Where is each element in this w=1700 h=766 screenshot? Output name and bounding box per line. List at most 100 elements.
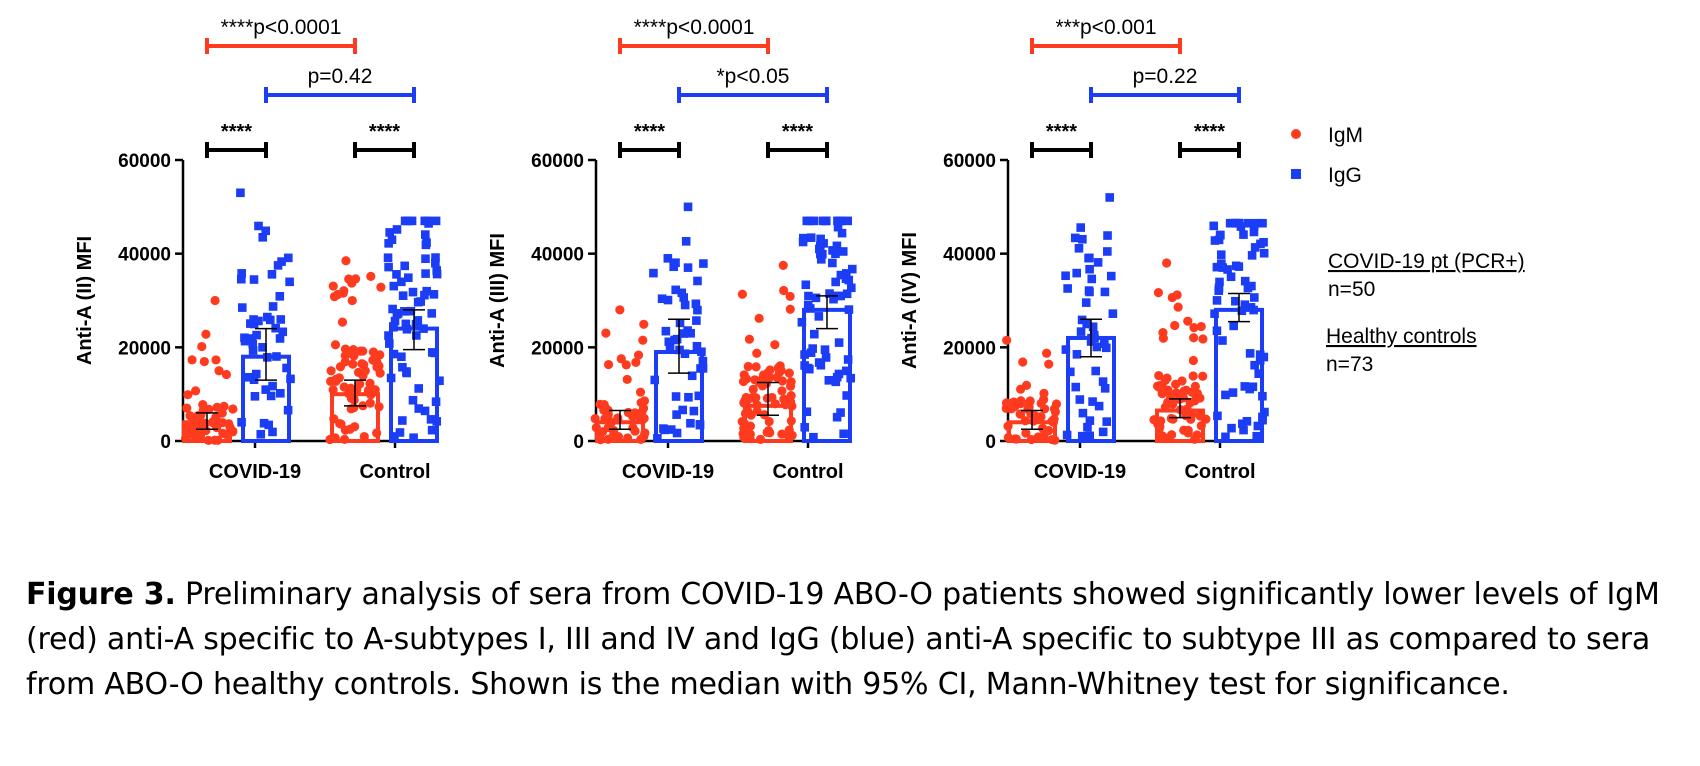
data-point-igm [350,422,360,432]
data-point-igg [1070,233,1080,243]
data-point-igg [1062,430,1072,440]
x-category-label: Control [359,461,430,483]
data-point-igg [400,307,409,316]
data-point-igm [194,432,204,442]
chart-legend: IgM IgG COVID-19 pt (PCR+) n=50 Healthy cont… [1291,124,1525,376]
data-point-igm [622,433,633,443]
data-point-igg [842,289,852,299]
data-point-igm [337,317,348,327]
data-point-igm [326,366,336,376]
data-point-igg [401,319,411,329]
data-point-igg [383,253,393,262]
data-point-igg [844,305,854,314]
data-point-igm [622,374,632,385]
data-point-igg [828,246,837,255]
chart-panel-2: 0 20000 40000 60000 COVID-19 Control Anti-A (I… [487,16,857,483]
data-point-igg [1216,250,1226,259]
data-point-igm [341,256,351,266]
data-point-igg [386,373,396,383]
data-point-igm [591,423,601,433]
data-point-igg [1088,397,1097,406]
data-point-igg [409,433,418,442]
significance-stars: **** [782,121,813,143]
data-point-igg [1078,234,1087,244]
data-point-igg [832,241,842,251]
data-point-igg [800,350,809,359]
data-point-igm [1162,258,1172,268]
data-point-igg [1221,432,1230,442]
data-point-igm [779,285,789,296]
data-point-igg [694,391,704,401]
legend-group-title: Healthy controls [1326,325,1477,348]
data-point-igm [599,405,609,415]
data-point-igm [603,434,613,444]
data-point-igg [686,418,695,428]
data-point-igm [633,350,644,360]
data-point-igg [1226,272,1236,282]
data-point-igm [1154,370,1164,381]
data-point-igg [1229,321,1238,331]
data-point-igg [1083,422,1092,432]
data-point-igm [365,378,375,388]
data-point-igg [1210,309,1219,318]
data-point-igm [639,413,649,423]
legend-marker-igm [1291,129,1301,139]
data-point-igg [398,416,407,425]
data-point-igg [431,253,440,262]
data-point-igg [1072,268,1081,278]
data-point-igg [698,364,708,373]
data-point-igg [1234,262,1244,271]
data-point-igg [1094,401,1104,411]
data-point-igm [1158,333,1168,343]
data-point-igg [802,216,812,226]
data-point-igg [413,297,423,307]
data-point-igm [329,292,340,302]
y-axis-label: Anti-A (II) MFI [74,236,96,365]
data-point-igg [1254,369,1264,378]
data-point-igg [397,352,406,362]
data-point-igm [767,392,777,403]
data-point-igg [820,345,830,354]
data-point-igg [389,322,398,332]
data-point-igm [741,374,752,384]
significance-stars: **** [634,121,665,143]
data-point-igm [203,435,214,445]
data-point-igg [698,356,708,366]
data-point-igg [406,306,416,316]
data-point-igg [803,300,813,310]
data-point-igm [353,367,364,377]
data-point-igm [1167,292,1177,303]
data-point-igg [251,369,261,379]
data-point-igg [839,429,848,439]
data-point-igg [277,257,286,266]
data-point-igm [740,408,751,419]
data-point-igm [344,274,354,284]
data-point-igm [1173,302,1183,312]
comparison-p-value: ***p<0.001 [1055,16,1156,39]
data-point-igm [636,398,646,408]
data-point-igm [1047,416,1057,426]
data-point-igg [402,368,411,378]
data-point-igg [1074,243,1084,253]
data-point-igg [818,216,828,226]
data-point-igg [649,268,658,278]
data-point-igm [328,385,338,395]
data-point-igm [752,348,762,358]
data-point-igg [680,349,690,359]
data-point-igm [780,400,790,410]
data-point-igm [1185,398,1195,408]
data-point-igm [330,340,341,350]
data-point-igg [1215,230,1225,240]
data-point-igm [228,404,238,414]
data-point-igm [182,428,192,438]
x-category-label: COVID-19 [1034,461,1126,483]
data-point-igm [339,286,349,296]
data-point-igm [366,271,376,281]
data-point-igg [385,228,394,237]
data-point-igm [185,411,195,421]
data-point-igg [236,188,245,198]
data-point-igg [809,432,818,442]
data-point-igm [1036,398,1046,408]
data-point-igg [1100,384,1110,393]
data-point-igg [392,310,402,319]
